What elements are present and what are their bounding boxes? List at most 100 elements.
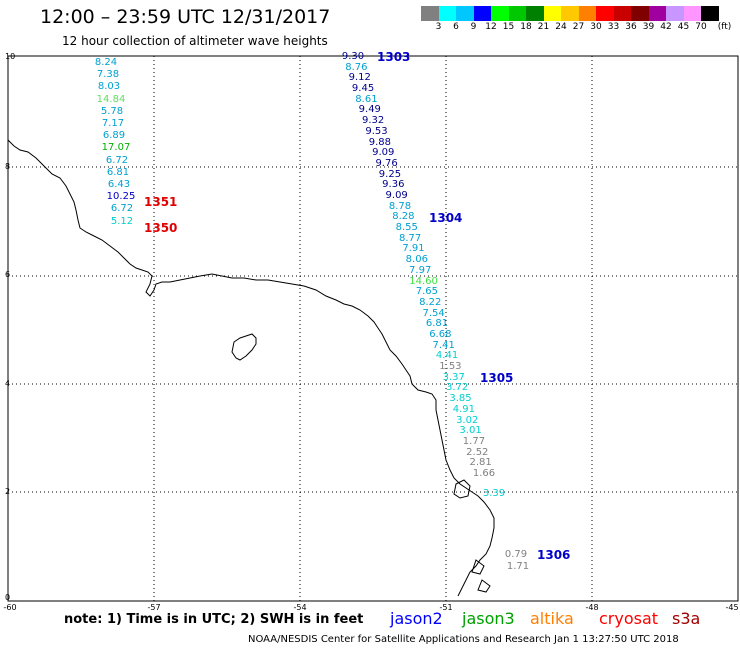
wave-height-value: 7.65 bbox=[415, 286, 439, 298]
legend-swatch bbox=[648, 6, 666, 21]
wave-height-value: 9.53 bbox=[365, 125, 388, 137]
wave-height-value: 7.54 bbox=[422, 307, 445, 319]
legend-label: 3 bbox=[435, 22, 442, 32]
lat-tick-label: 2 bbox=[5, 487, 11, 496]
wave-height-value: 8.78 bbox=[388, 200, 412, 212]
wave-height-value: 4.41 bbox=[435, 350, 459, 362]
legend-swatch bbox=[596, 6, 614, 21]
wave-height-value: 6.89 bbox=[102, 130, 126, 142]
wave-height-value: 8.76 bbox=[345, 61, 368, 73]
legend-swatch bbox=[561, 6, 579, 21]
legend-swatch bbox=[491, 6, 509, 21]
legend-swatch bbox=[473, 6, 491, 21]
wave-height-value: 8.55 bbox=[395, 222, 418, 234]
wave-height-value: 8.24 bbox=[94, 57, 118, 68]
wave-height-value: 14.60 bbox=[409, 275, 438, 287]
lon-tick-label: -60 bbox=[3, 603, 17, 612]
legend-labels: 3 6 9 12 15 18 21 24 27 30 33 36 39 42 45 70 (ft) bbox=[421, 22, 740, 36]
legend-label: 15 bbox=[502, 22, 515, 32]
legend-label: 27 bbox=[572, 22, 585, 32]
wave-height-value: 1.53 bbox=[439, 361, 462, 373]
wave-height-value: 17.07 bbox=[101, 142, 131, 154]
wave-height-value: 0.79 bbox=[504, 549, 528, 560]
satellite-altika: altika bbox=[530, 609, 574, 628]
wave-height-value: 6.68 bbox=[429, 329, 452, 340]
wave-height-value: 10.25 bbox=[106, 191, 136, 203]
wave-height-value: 9.49 bbox=[358, 104, 381, 116]
wave-height-value: 14.84 bbox=[96, 93, 126, 105]
legend-label: 21 bbox=[537, 22, 550, 32]
wave-height-value: 3.01 bbox=[459, 425, 482, 437]
satellite-cryosat: cryosat bbox=[599, 609, 659, 628]
pass-label-1304: 1304 bbox=[429, 211, 463, 225]
legend-swatch bbox=[508, 6, 526, 21]
legend-swatch bbox=[526, 6, 544, 21]
wave-height-value: 9.88 bbox=[368, 136, 391, 148]
wave-height-value: 5.12 bbox=[110, 215, 134, 227]
wave-height-value: 9.76 bbox=[375, 157, 398, 169]
wave-height-value: 2.52 bbox=[466, 446, 489, 458]
credit-line: NOAA/NESDIS Center for Satellite Applica… bbox=[248, 634, 679, 645]
satellite-s3a: s3a bbox=[672, 609, 701, 628]
legend-label: 6 bbox=[453, 22, 459, 32]
wave-height-value: 4.91 bbox=[452, 403, 475, 415]
map-subtitle: 12 hour collection of altimeter wave hei… bbox=[62, 34, 328, 48]
legend-unit: (ft) bbox=[717, 22, 732, 32]
legend-swatch bbox=[543, 6, 561, 21]
wave-height-value: 6.81 bbox=[425, 318, 449, 330]
graticule bbox=[8, 56, 738, 601]
legend-label: 42 bbox=[660, 22, 672, 32]
wave-height-value: 8.61 bbox=[355, 93, 378, 105]
wave-height-value: 3.72 bbox=[445, 382, 469, 394]
wave-height-value: 6.72 bbox=[105, 154, 129, 166]
legend-label: 24 bbox=[555, 22, 567, 32]
legend-label: 33 bbox=[607, 22, 620, 32]
legend-swatch bbox=[701, 6, 719, 21]
lat-tick-label: 6 bbox=[5, 270, 11, 279]
wave-height-value: 8.77 bbox=[398, 232, 422, 244]
legend-label: 30 bbox=[590, 22, 602, 32]
lon-tick-label: -48 bbox=[585, 603, 599, 612]
wave-height-value: 1.71 bbox=[506, 561, 530, 572]
legend-swatch bbox=[666, 6, 684, 21]
wave-height-value: 8.06 bbox=[405, 254, 428, 266]
wave-height-value: 1.66 bbox=[472, 468, 496, 479]
legend-swatch bbox=[683, 6, 701, 21]
legend-label: 12 bbox=[485, 22, 497, 32]
wave-height-value: 8.22 bbox=[419, 296, 442, 308]
lon-tick-label: -45 bbox=[725, 603, 739, 612]
wave-height-value: 7.97 bbox=[409, 264, 432, 276]
lon-tick-label: -51 bbox=[439, 603, 453, 612]
wave-height-value: 6.72 bbox=[110, 203, 134, 215]
wave-height-value: 3.37 bbox=[442, 371, 465, 383]
wave-height-value: 9.32 bbox=[362, 115, 385, 127]
wave-height-value: 6.43 bbox=[107, 179, 131, 190]
wave-height-value: 9.45 bbox=[351, 83, 375, 95]
wave-height-value: 7.17 bbox=[101, 118, 125, 129]
wave-height-value: 9.25 bbox=[378, 168, 402, 180]
pass-label-1303: 1303 bbox=[377, 50, 411, 64]
legend-label: 18 bbox=[520, 22, 532, 32]
wave-height-value: 9.09 bbox=[372, 147, 395, 159]
coastline-ne bbox=[453, 479, 491, 593]
map-frame bbox=[7, 55, 739, 602]
pass-label-1306: 1306 bbox=[537, 548, 571, 562]
wave-height-value: 5.78 bbox=[100, 105, 124, 117]
legend-label: 70 bbox=[695, 22, 707, 32]
legend-swatch bbox=[421, 6, 439, 21]
lon-tick-label: -57 bbox=[147, 603, 161, 612]
lat-tick-label: 8 bbox=[5, 162, 11, 171]
satellite-jason2: jason2 bbox=[390, 609, 443, 628]
wave-height-value: 9.09 bbox=[385, 190, 408, 201]
wave-height-value: 3.85 bbox=[449, 393, 472, 405]
island-marajo bbox=[231, 333, 257, 361]
wave-height-value: 8.28 bbox=[392, 211, 415, 223]
wave-height-value: 7.41 bbox=[432, 339, 455, 351]
wave-height-value: 6.81 bbox=[106, 166, 130, 178]
legend-swatch bbox=[578, 6, 596, 21]
legend-swatch bbox=[613, 6, 631, 21]
wave-height-value: 7.38 bbox=[96, 69, 120, 81]
wave-height-value: 9.12 bbox=[348, 72, 371, 84]
lat-tick-label: 4 bbox=[5, 379, 11, 388]
lat-tick-label: 0 bbox=[5, 593, 11, 602]
